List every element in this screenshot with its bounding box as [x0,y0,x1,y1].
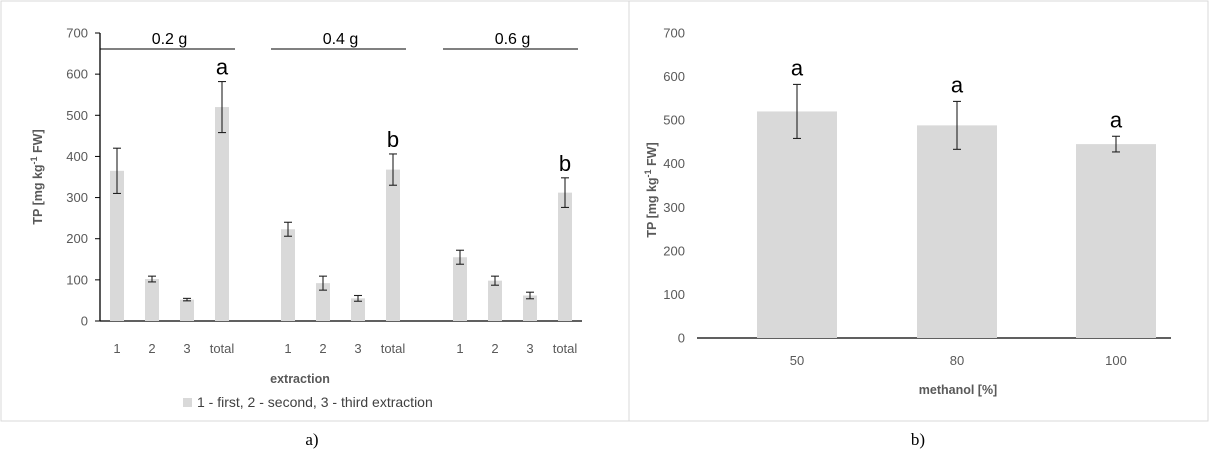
bar [757,111,837,338]
x-tick-label-b: 50 [790,353,804,368]
y-tick-label-a: 0 [81,314,88,329]
y-tick-label-a: 200 [66,231,88,246]
bar [558,192,572,321]
bar [215,107,229,321]
x-tick-label-a: 1 [284,341,291,356]
y-tick-label-b: 600 [663,69,685,84]
y-tick-label-b: 200 [663,243,685,258]
y-tick-label-a: 700 [66,26,88,41]
significance-letter: a [216,55,229,80]
x-tick-label-b: 100 [1105,353,1127,368]
y-tick-label-a: 400 [66,149,88,164]
bar [316,283,330,321]
x-axis-title-b: methanol [%] [919,383,997,397]
significance-letter: a [951,72,964,97]
x-axis-title-a: extraction [270,372,330,386]
group-label: 0.6 g [495,31,531,48]
bar [145,279,159,321]
y-tick-label-b: 400 [663,156,685,171]
x-tick-label-a: 2 [491,341,498,356]
x-tick-label-a: 1 [113,341,120,356]
bar [281,229,295,321]
bar [1076,144,1156,338]
y-tick-label-b: 100 [663,287,685,302]
x-tick-label-a: total [381,341,406,356]
bar [453,257,467,321]
bar [488,280,502,321]
panel-a-border [0,0,630,422]
bar [110,170,124,321]
panel-b-border [628,0,1209,422]
bar [351,298,365,321]
bar [917,125,997,338]
bar [523,295,537,321]
group-label: 0.2 g [152,31,188,48]
legend-entry: 1 - first, 2 - second, 3 - third extract… [197,394,433,410]
x-tick-label-a: total [553,341,578,356]
x-tick-label-a: total [210,341,235,356]
x-tick-label-a: 2 [148,341,155,356]
x-tick-label-a: 3 [526,341,533,356]
chart-b: 0 100 200 300 400 500 600 700 TP [mg kg-1 FW] 50 a… [643,26,1171,397]
y-tick-label-b: 500 [663,113,685,128]
y-tick-label-a: 300 [66,190,88,205]
x-tick-label-a: 3 [354,341,361,356]
x-tick-label-a: 1 [456,341,463,356]
panel-a-caption: a) [305,430,318,449]
x-tick-label-a: 2 [319,341,326,356]
y-tick-label-a: 500 [66,108,88,123]
panel-b-caption: b) [911,430,925,449]
y-tick-label-b: 0 [678,331,685,346]
bar [386,169,400,321]
legend-swatch [183,398,192,407]
y-tick-label-b: 300 [663,200,685,215]
y-axis-title-a: TP [mg kg-1 FW] [29,129,45,224]
chart-a: 0 100 200 300 400 500 600 700 TP [mg kg-1 FW] 0.2… [29,26,582,410]
x-tick-label-a: 3 [183,341,190,356]
significance-letter: a [791,55,804,80]
significance-letter: a [1110,107,1123,132]
y-tick-label-b: 700 [663,26,685,41]
significance-letter: b [559,151,571,176]
y-axis-title-b: TP [mg kg-1 FW] [643,142,659,237]
y-tick-label-a: 600 [66,67,88,82]
significance-letter: b [387,127,399,152]
group-label: 0.4 g [323,31,359,48]
bar [180,299,194,321]
x-tick-label-b: 80 [950,353,964,368]
y-tick-label-a: 100 [66,272,88,287]
